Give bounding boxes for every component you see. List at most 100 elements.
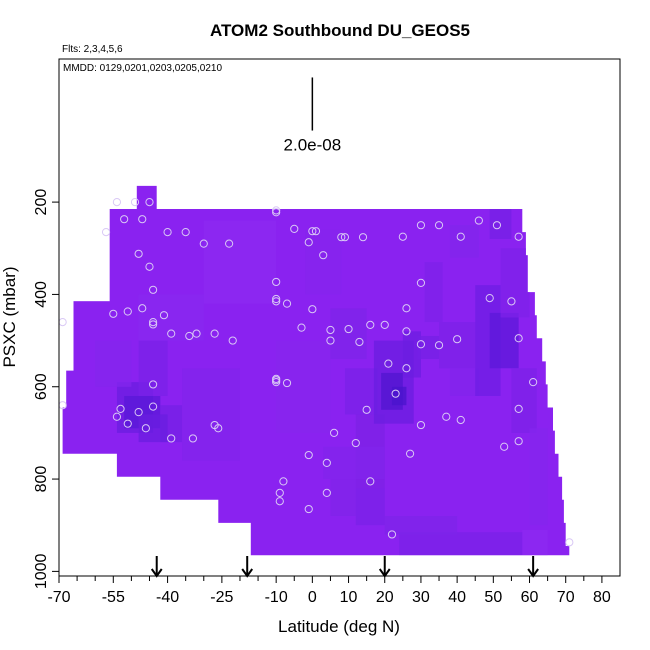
observation-point bbox=[351, 438, 360, 448]
x-tick-label: 70 bbox=[557, 589, 575, 606]
observation-point bbox=[304, 238, 313, 247]
x-tick-label: 80 bbox=[593, 589, 611, 606]
flight-arrow bbox=[527, 556, 539, 578]
observation-point bbox=[387, 530, 397, 539]
x-axis-label: Latitude (deg N) bbox=[278, 617, 400, 636]
heatmap-cell bbox=[305, 229, 342, 295]
observation-point bbox=[272, 374, 281, 383]
observation-point bbox=[304, 504, 313, 514]
observation-point bbox=[434, 221, 444, 230]
heatmap-cell bbox=[323, 446, 385, 480]
x-tick-label: 20 bbox=[376, 589, 394, 606]
observation-point bbox=[159, 311, 169, 320]
y-tick-label: 200 bbox=[33, 189, 50, 216]
observation-point bbox=[398, 232, 407, 241]
observation-point bbox=[101, 228, 111, 237]
observation-point bbox=[308, 227, 317, 236]
observation-point bbox=[416, 278, 426, 287]
dates-label: MMDD: 0129,0201,0203,0205,0210 bbox=[63, 63, 222, 74]
flight-arrows bbox=[150, 556, 539, 578]
observation-point bbox=[402, 304, 411, 313]
observation-point bbox=[384, 359, 393, 368]
observation-point bbox=[311, 227, 321, 236]
observation-point bbox=[282, 299, 292, 308]
x-axis: -70 -55 -40 -25 -10 0 10 20 30 40 50 60 70 80 bbox=[47, 576, 611, 606]
observation-point bbox=[366, 320, 375, 329]
chart-title: ATOM2 Southbound DU_GEOS5 bbox=[210, 21, 470, 40]
observation-point bbox=[380, 320, 389, 329]
observation-point bbox=[141, 424, 150, 433]
heatmap-cell bbox=[439, 322, 476, 369]
observation-point bbox=[181, 228, 190, 237]
observation-point bbox=[134, 408, 143, 417]
heatmap-cell bbox=[522, 529, 548, 556]
heatmap-cell bbox=[182, 368, 240, 461]
observation-point bbox=[514, 232, 523, 241]
observation-point bbox=[149, 402, 158, 411]
heatmap-cell bbox=[276, 340, 331, 433]
observation-point bbox=[529, 378, 538, 387]
x-tick-label: -55 bbox=[102, 589, 125, 606]
observation-point bbox=[188, 434, 198, 443]
observation-point bbox=[416, 340, 426, 349]
y-tick-label: 600 bbox=[33, 373, 50, 400]
observation-point bbox=[123, 419, 132, 428]
flight-arrow bbox=[241, 556, 254, 578]
observation-point bbox=[167, 329, 176, 338]
x-tick-label: 0 bbox=[308, 589, 317, 606]
y-axis-label: PSXC (mbar) bbox=[0, 266, 19, 367]
heatmap-cell bbox=[529, 428, 548, 526]
observation-point bbox=[275, 488, 284, 498]
observation-point bbox=[109, 309, 118, 318]
x-tick-label: -40 bbox=[156, 589, 179, 606]
observation-point bbox=[329, 428, 339, 438]
observation-point bbox=[138, 304, 147, 313]
observation-point bbox=[304, 450, 313, 460]
flight-arrow bbox=[150, 556, 163, 578]
observation-point bbox=[514, 437, 523, 446]
heatmap-cells bbox=[73, 202, 548, 556]
observation-point bbox=[149, 285, 158, 294]
arrow-head bbox=[378, 568, 391, 578]
heatmap-cell bbox=[417, 335, 440, 360]
observation-point bbox=[326, 336, 335, 345]
observation-point bbox=[228, 336, 237, 345]
y-axis: 200 400 600 800 1000 bbox=[33, 189, 59, 589]
heatmap-cell bbox=[489, 312, 519, 369]
observation-point bbox=[434, 341, 444, 350]
observation-point bbox=[456, 415, 465, 425]
arrow-head bbox=[241, 568, 254, 578]
observation-point bbox=[272, 208, 281, 217]
observation-point bbox=[453, 335, 462, 344]
observation-point bbox=[514, 404, 523, 413]
observation-point bbox=[326, 325, 335, 335]
observation-point bbox=[507, 297, 516, 306]
observation-point bbox=[163, 228, 172, 237]
observation-point bbox=[456, 232, 465, 241]
x-tick-label: 30 bbox=[412, 589, 430, 606]
observation-point bbox=[149, 320, 158, 329]
heatmap-cell bbox=[330, 479, 356, 516]
heatmap-cell bbox=[449, 225, 479, 258]
flights-label: Flts: 2,3,4,5,6 bbox=[62, 44, 123, 55]
observation-point bbox=[358, 233, 368, 242]
observation-point bbox=[275, 497, 284, 506]
observation-points bbox=[58, 197, 574, 547]
x-tick-label: 50 bbox=[484, 589, 502, 606]
observation-point bbox=[272, 294, 281, 304]
heatmap-cell bbox=[355, 488, 385, 526]
heatmap-cell bbox=[500, 248, 530, 318]
observation-point bbox=[145, 262, 154, 271]
observation-point bbox=[474, 216, 483, 225]
observation-point bbox=[565, 538, 574, 547]
x-tick-label: -70 bbox=[47, 589, 70, 606]
heatmap-cell bbox=[138, 294, 204, 341]
observation-point bbox=[210, 329, 219, 338]
observation-point bbox=[322, 458, 331, 468]
observation-point bbox=[167, 434, 176, 443]
heatmap-cell bbox=[384, 515, 458, 535]
observation-point bbox=[130, 197, 140, 207]
y-tick-label: 800 bbox=[33, 466, 50, 493]
heatmap-cell bbox=[399, 532, 523, 556]
heatmap-cell bbox=[489, 202, 512, 240]
